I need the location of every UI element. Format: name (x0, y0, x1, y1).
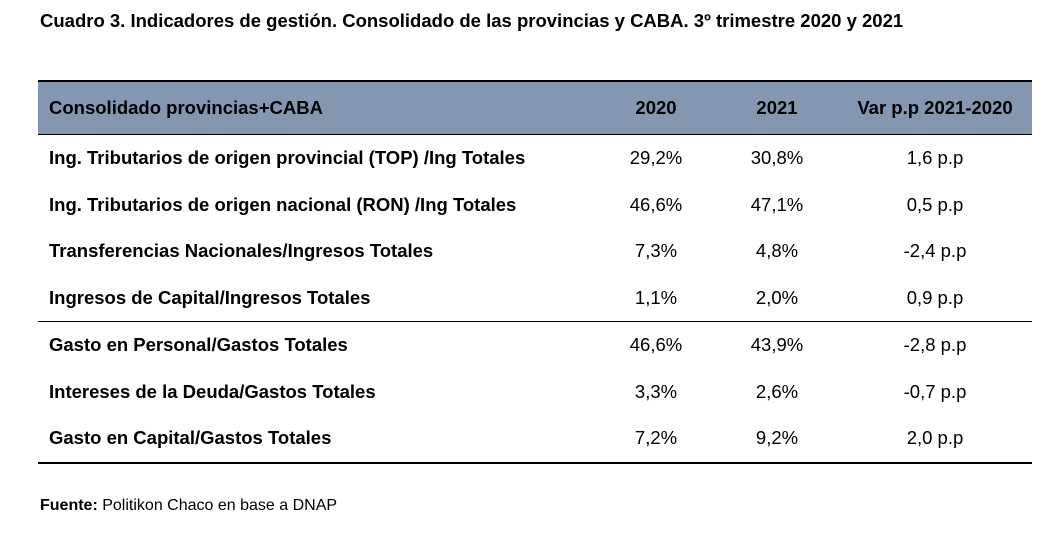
column-header-2020: 2020 (596, 80, 716, 135)
variation-cell: -2,4 p.p (903, 240, 967, 262)
row-label: Gasto en Capital/Gastos Totales (38, 415, 596, 464)
source-text: Politikon Chaco en base a DNAP (102, 497, 338, 514)
value-2021-cell: 2,0% (755, 286, 799, 308)
source-label: Fuente: (40, 497, 98, 514)
table-header-row: Consolidado provincias+CABA 2020 2021 Va… (38, 80, 1032, 135)
variation-cell: 2,0 p.p (838, 415, 1032, 464)
table-row: Gasto en Capital/Gastos Totales 7,2% 9,2% 2… (38, 415, 1032, 464)
value-2020-cell: 46,6% (629, 193, 683, 215)
column-header-2021: 2021 (716, 80, 838, 135)
row-label: Transferencias Nacionales/Ingresos Total… (49, 240, 434, 262)
value-2020-cell: 7,2% (596, 415, 716, 464)
variation-cell: 1,6 p.p (906, 147, 964, 169)
indicators-table: Consolidado provincias+CABA 2020 2021 Va… (38, 80, 1032, 464)
value-2021-cell: 9,2% (716, 415, 838, 464)
table-row: Ing. Tributarios de origen nacional (RON… (38, 182, 1032, 229)
variation-cell: 0,9 p.p (906, 286, 964, 308)
row-label: Gasto en Personal/Gastos Totales (38, 321, 596, 369)
value-2021-cell: 43,9% (716, 321, 838, 369)
value-2021-cell: 4,8% (755, 240, 799, 262)
value-2020-cell: 3,3% (634, 380, 678, 402)
column-header-indicator: Consolidado provincias+CABA (38, 80, 596, 135)
row-label: Intereses de la Deuda/Gastos Totales (49, 380, 376, 402)
value-2021-cell: 2,6% (755, 380, 799, 402)
table-row: Intereses de la Deuda/Gastos Totales 3,3%… (38, 369, 1032, 416)
variation-cell: -0,7 p.p (903, 380, 967, 402)
table-row: Transferencias Nacionales/Ingresos Total… (38, 228, 1032, 275)
variation-cell: -2,8 p.p (838, 321, 1032, 369)
value-2020-cell: 29,2% (629, 147, 683, 169)
variation-cell: 0,5 p.p (906, 193, 964, 215)
table-row: Gasto en Personal/Gastos Totales 46,6% 43,… (38, 321, 1032, 369)
row-label: Ing. Tributarios de origen provincial (T… (49, 147, 526, 169)
table-row: Ingresos de Capital/Ingresos Totales 1,1%… (38, 275, 1032, 322)
row-label: Ingresos de Capital/Ingresos Totales (49, 286, 371, 308)
source-note: Fuente: Politikon Chaco en base a DNAP (40, 497, 337, 515)
value-2021-cell: 47,1% (750, 193, 804, 215)
value-2021-cell: 30,8% (750, 147, 804, 169)
value-2020-cell: 46,6% (596, 321, 716, 369)
value-2020-cell: 1,1% (634, 286, 678, 308)
table-title: Cuadro 3. Indicadores de gestión. Consol… (40, 10, 904, 31)
row-label: Ing. Tributarios de origen nacional (RON… (49, 193, 517, 215)
table-row: Ing. Tributarios de origen provincial (T… (38, 135, 1032, 182)
column-header-variation: Var p.p 2021-2020 (838, 80, 1032, 135)
value-2020-cell: 7,3% (634, 240, 678, 262)
